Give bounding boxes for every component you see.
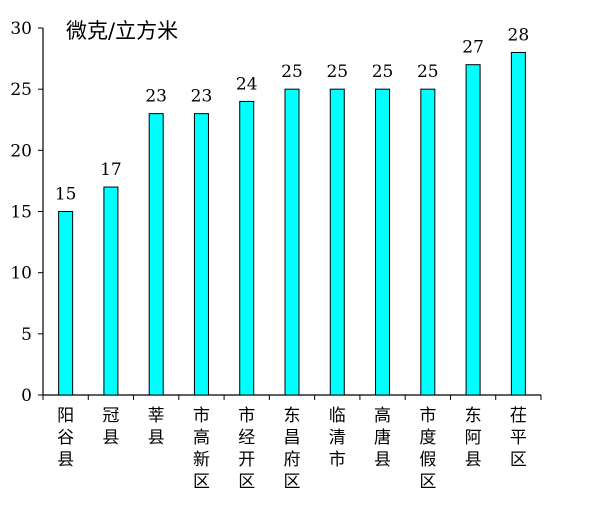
- bar: [420, 88, 436, 396]
- category-label: 茌平区: [510, 406, 527, 470]
- bar: [58, 211, 74, 396]
- category-label: 高唐县: [374, 406, 391, 470]
- bar: [193, 113, 209, 396]
- bar: [465, 64, 481, 396]
- bar: [148, 113, 164, 396]
- category-label: 莘县: [148, 406, 165, 448]
- data-label: 23: [145, 87, 167, 107]
- data-label: 23: [191, 87, 213, 107]
- y-tick-label: 20: [10, 141, 32, 161]
- data-label: 15: [55, 185, 77, 205]
- bar: [329, 88, 345, 396]
- data-label: 25: [372, 62, 394, 82]
- data-label: 17: [100, 160, 122, 180]
- axes: 0 5 10 15 20 25 30: [10, 19, 542, 406]
- data-label: 28: [508, 25, 530, 45]
- data-label: 25: [417, 62, 439, 82]
- bar: [375, 88, 391, 396]
- bar: [284, 88, 300, 396]
- category-label: 临清市: [329, 406, 346, 470]
- category-label: 东阿县: [465, 406, 482, 470]
- bar: [239, 100, 255, 396]
- unit-label: 微克/立方米: [66, 19, 178, 43]
- data-label: 24: [236, 74, 258, 94]
- y-tick-label: 5: [21, 325, 32, 345]
- bars: [58, 51, 526, 396]
- category-label: 冠县: [102, 406, 119, 448]
- y-tick-label: 30: [10, 19, 32, 39]
- category-label: 市经开区: [238, 406, 255, 492]
- y-tick-label: 25: [10, 80, 32, 100]
- category-label: 阳谷县: [57, 406, 74, 470]
- bar: [510, 51, 526, 396]
- y-tick-label: 10: [10, 264, 32, 284]
- data-label: 25: [326, 62, 348, 82]
- data-label: 25: [281, 62, 303, 82]
- data-labels: 15 17 23 23 24 25 25 25 25 27 28: [55, 25, 529, 204]
- y-tick-label: 0: [21, 386, 32, 406]
- bar: [103, 186, 119, 396]
- category-label: 市高新区: [193, 406, 210, 492]
- category-label: 东昌府区: [284, 406, 301, 492]
- y-tick-label: 15: [10, 203, 32, 223]
- category-label: 市度假区: [419, 406, 436, 492]
- data-label: 27: [462, 38, 484, 58]
